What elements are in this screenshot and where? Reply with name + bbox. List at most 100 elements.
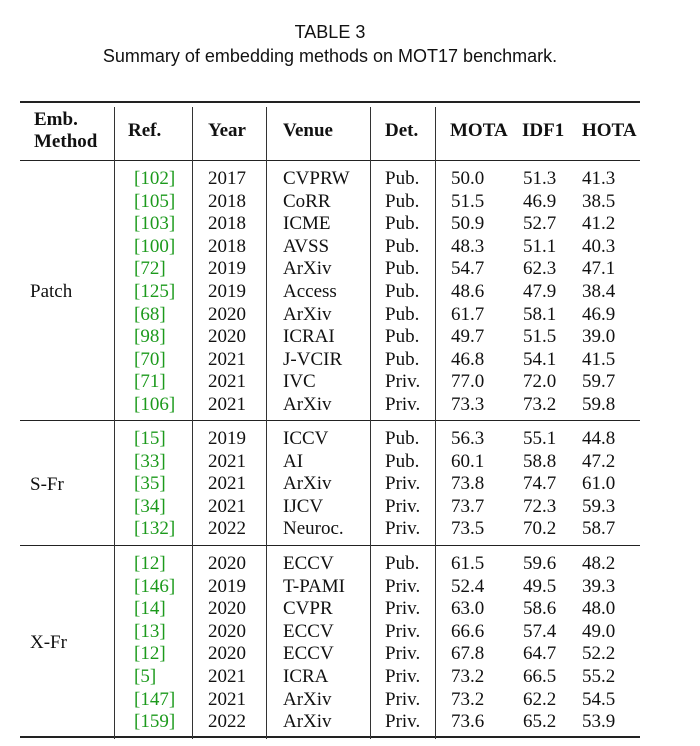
cell-idf1: 74.7	[523, 473, 557, 495]
table-caption: Summary of embedding methods on MOT17 be…	[102, 46, 558, 66]
cell-ref[interactable]: [103]	[134, 213, 176, 235]
cell-det: Priv.	[385, 688, 421, 710]
cell-mota: 73.3	[451, 394, 485, 415]
header-det: Det.	[385, 120, 419, 141]
cell-venue: ICRA	[283, 666, 329, 687]
cell-idf1: 58.1	[523, 303, 557, 325]
cell-mota: 60.1	[451, 450, 485, 472]
cell-ref[interactable]: [13]	[134, 620, 166, 642]
cell-ref[interactable]: [34]	[134, 495, 166, 517]
cell-year: 2019	[208, 428, 246, 449]
cell-ref[interactable]: [147]	[134, 688, 176, 710]
cell-hota: 55.2	[582, 666, 616, 687]
cell-idf1: 59.6	[523, 553, 557, 574]
cell-hota: 40.3	[582, 235, 616, 257]
cell-ref[interactable]: [132]	[134, 518, 176, 540]
group-label: Patch	[30, 281, 73, 303]
cell-ref[interactable]: [100]	[134, 235, 176, 257]
cell-ref[interactable]: [71]	[134, 371, 166, 393]
cell-venue: ArXiv	[283, 473, 332, 495]
cell-ref[interactable]: [98]	[134, 326, 166, 348]
cell-idf1: 47.9	[523, 281, 557, 302]
cell-ref[interactable]: [12]	[134, 643, 166, 665]
cell-venue: CVPRW	[283, 168, 350, 189]
cell-idf1: 49.5	[523, 575, 557, 597]
cell-det: Pub.	[385, 553, 420, 574]
cell-det: Priv.	[385, 575, 421, 597]
cell-hota: 49.0	[582, 620, 616, 642]
cell-year: 2018	[208, 190, 246, 212]
cell-ref[interactable]: [33]	[134, 450, 166, 472]
cell-year: 2021	[208, 450, 246, 472]
cell-hota: 39.0	[582, 326, 616, 348]
cell-hota: 53.9	[582, 711, 616, 733]
column-divider-det	[370, 107, 371, 739]
cell-det: Priv.	[385, 518, 421, 540]
cell-det: Priv.	[385, 643, 421, 665]
cell-det: Priv.	[385, 495, 421, 517]
cell-ref[interactable]: [102]	[134, 168, 176, 189]
cell-idf1: 70.2	[523, 518, 557, 540]
cell-idf1: 51.1	[523, 235, 557, 257]
cell-ref[interactable]: [125]	[134, 281, 176, 302]
cell-venue: ArXiv	[283, 688, 332, 710]
cell-ref[interactable]: [146]	[134, 575, 176, 597]
cell-venue: ArXiv	[283, 394, 332, 415]
cell-year: 2022	[208, 711, 246, 733]
cell-hota: 59.7	[582, 371, 616, 393]
cell-mota: 73.2	[451, 666, 485, 687]
cell-hota: 59.3	[582, 495, 616, 517]
cell-idf1: 51.5	[523, 326, 557, 348]
cell-venue: J-VCIR	[283, 348, 343, 370]
cell-hota: 44.8	[582, 428, 616, 449]
cell-venue: T-PAMI	[283, 575, 345, 597]
cell-hota: 59.8	[582, 394, 616, 415]
cell-ref[interactable]: [35]	[134, 473, 166, 495]
cell-idf1: 57.4	[523, 620, 557, 642]
cell-ref[interactable]: [72]	[134, 258, 166, 280]
cell-det: Priv.	[385, 394, 421, 415]
cell-year: 2017	[208, 168, 246, 189]
cell-ref[interactable]: [14]	[134, 598, 166, 620]
cell-ref[interactable]: [68]	[134, 303, 166, 325]
cell-mota: 52.4	[451, 575, 485, 597]
cell-year: 2021	[208, 666, 246, 687]
bottom-rule	[20, 736, 640, 738]
cell-venue: AI	[283, 450, 304, 472]
cell-det: Pub.	[385, 450, 420, 472]
cell-year: 2022	[208, 518, 246, 540]
cell-ref[interactable]: [5]	[134, 666, 157, 687]
cell-venue: ICCV	[283, 428, 329, 449]
cell-year: 2020	[208, 303, 246, 325]
cell-year: 2021	[208, 495, 246, 517]
cell-venue: ArXiv	[283, 711, 332, 733]
cell-mota: 63.0	[451, 598, 485, 620]
cell-idf1: 58.8	[523, 450, 557, 472]
cell-ref[interactable]: [159]	[134, 711, 176, 733]
cell-mota: 61.7	[451, 303, 485, 325]
cell-idf1: 65.2	[523, 711, 557, 733]
cell-year: 2020	[208, 598, 246, 620]
cell-year: 2021	[208, 688, 246, 710]
cell-hota: 47.1	[582, 258, 616, 280]
cell-mota: 48.6	[451, 281, 485, 302]
header-mota: MOTA	[450, 120, 508, 141]
cell-ref[interactable]: [15]	[134, 428, 166, 449]
cell-det: Pub.	[385, 168, 420, 189]
cell-venue: AVSS	[283, 235, 330, 257]
cell-mota: 77.0	[451, 371, 485, 393]
cell-mota: 50.9	[451, 213, 485, 235]
top-rule	[20, 101, 640, 103]
cell-mota: 49.7	[451, 326, 485, 348]
cell-idf1: 72.3	[523, 495, 557, 517]
cell-venue: ArXiv	[283, 258, 332, 280]
cell-ref[interactable]: [70]	[134, 348, 166, 370]
header-rule	[20, 160, 640, 161]
cell-venue: CVPR	[283, 598, 333, 620]
cell-ref[interactable]: [12]	[134, 553, 166, 574]
cell-ref[interactable]: [105]	[134, 190, 176, 212]
cell-ref[interactable]: [106]	[134, 394, 176, 415]
header-year: Year	[208, 120, 246, 141]
column-divider-year	[192, 107, 193, 739]
cell-det: Priv.	[385, 473, 421, 495]
